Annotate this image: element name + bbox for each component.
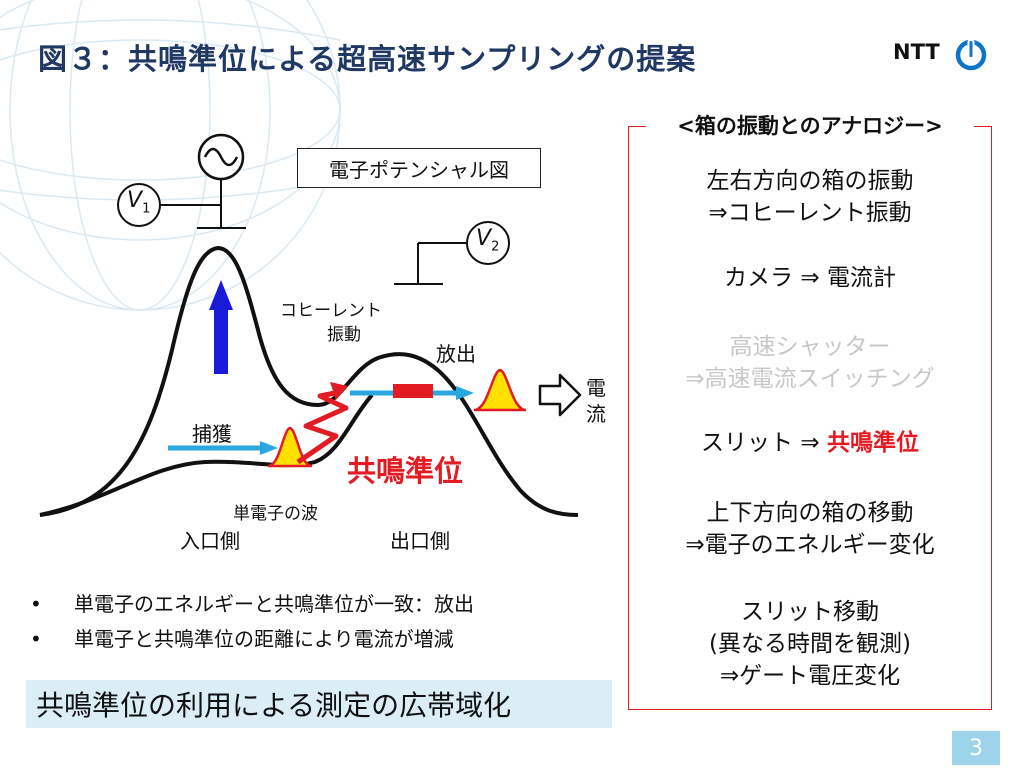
electron-wave-left — [267, 426, 313, 468]
current-label-line1: 電 — [586, 376, 606, 400]
v2-meter — [466, 221, 510, 265]
v1-symbol: V — [127, 188, 143, 213]
current-arrow-icon — [538, 373, 582, 417]
entrance-label: 入口側 — [180, 529, 240, 553]
ntt-logo-icon — [955, 39, 987, 71]
analogy-line: ⇒コヒーレント振動 — [708, 200, 912, 226]
v2-symbol: V — [476, 226, 492, 251]
resonance-level-label: 共鳴準位 — [347, 454, 464, 488]
coherent-label-line1: コヒーレント — [280, 301, 382, 321]
coherent-label-line2: 振動 — [327, 325, 361, 345]
exit-label: 出口側 — [390, 529, 450, 553]
potential-diagram-label: 電子ポテンシャル図 — [297, 148, 541, 188]
well-curve — [39, 393, 374, 517]
coherent-oscillation-icon — [296, 389, 349, 465]
analogy-title: <箱の振動とのアナロジー> — [646, 110, 974, 140]
analogy-item-2: カメラ ⇒ 電流計 — [630, 262, 990, 294]
v1-meter — [117, 183, 161, 227]
potential-curve — [39, 245, 579, 517]
potential-diagram — [39, 133, 582, 517]
analogy-line: ⇒高速電流スイッチング — [685, 366, 935, 392]
resonance-level-bar — [393, 384, 433, 398]
gate-1 — [160, 180, 246, 229]
analogy-line: カメラ ⇒ 電流計 — [724, 265, 896, 291]
ntt-logo-text: NTT — [893, 40, 940, 64]
bullet-text: 単電子のエネルギーと共鳴準位が一致：放出 — [74, 592, 474, 616]
analogy-highlight: 共鳴準位 — [826, 430, 919, 456]
analogy-line: 高速シャッター — [729, 334, 891, 360]
analogy-line: スリット移動 — [741, 599, 879, 625]
current-label-line2: 流 — [586, 402, 606, 426]
analogy-item-5: 上下方向の箱の移動 ⇒電子のエネルギー変化 — [630, 497, 990, 561]
analogy-line: ⇒ゲート電圧変化 — [719, 663, 901, 689]
up-arrow-icon — [209, 280, 233, 374]
v1-label: V1 — [127, 188, 150, 216]
gate-2 — [394, 242, 466, 285]
v2-subscript: 2 — [491, 239, 500, 255]
analogy-line: スリット ⇒ — [701, 430, 827, 456]
capture-arrow-icon — [168, 441, 278, 455]
analogy-item-3: 高速シャッター ⇒高速電流スイッチング — [630, 331, 990, 395]
analogy-line: ⇒電子のエネルギー変化 — [685, 532, 935, 558]
summary-banner: 共鳴準位の利用による測定の広帯域化 — [26, 680, 612, 728]
sine-wave-icon — [197, 133, 245, 181]
analogy-item-6: スリット移動 (異なる時間を観測) ⇒ゲート電圧変化 — [630, 596, 990, 692]
analogy-item-1: 左右方向の箱の振動 ⇒コヒーレント振動 — [630, 165, 990, 229]
analogy-line: 上下方向の箱の移動 — [706, 500, 914, 526]
bullet-item: • 単電子と共鳴準位の距離により電流が増減 — [30, 627, 454, 651]
v1-subscript: 1 — [142, 201, 151, 217]
electron-wave-right — [473, 368, 527, 412]
v2-label: V2 — [476, 226, 499, 254]
page-title: 図３：共鳴準位による超高速サンプリングの提案 — [38, 42, 697, 76]
bullet-item: • 単電子のエネルギーと共鳴準位が一致：放出 — [30, 592, 474, 616]
page-number: 3 — [952, 731, 1000, 765]
emission-label: 放出 — [436, 342, 476, 366]
single-electron-wave-label: 単電子の波 — [233, 504, 318, 524]
capture-label: 捕獲 — [192, 422, 232, 446]
analogy-item-4: スリット ⇒ 共鳴準位 — [630, 427, 990, 459]
bullet-text: 単電子と共鳴準位の距離により電流が増減 — [74, 627, 454, 651]
analogy-line: 左右方向の箱の振動 — [706, 168, 914, 194]
bullet-list: • 単電子のエネルギーと共鳴準位が一致：放出 • 単電子と共鳴準位の距離により電流が… — [30, 588, 474, 658]
analogy-line: (異なる時間を観測) — [709, 631, 911, 657]
